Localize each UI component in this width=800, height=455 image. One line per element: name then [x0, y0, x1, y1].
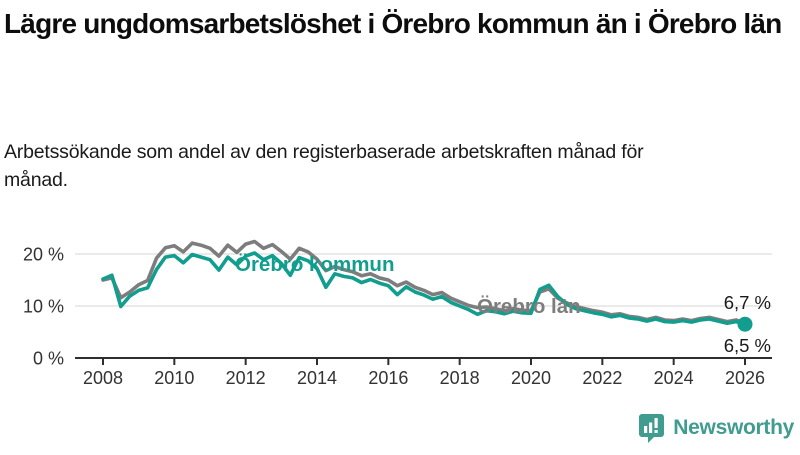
x-axis-ticks: 2008 2010 2012 2014 2016 2018 2020 2022 2024 2026: [83, 358, 765, 388]
page-title: Lägre ungdomsarbetslöshet i Örebro kommu…: [4, 8, 782, 39]
y-tick-label: 20 %: [23, 245, 64, 265]
x-tick-label: 2016: [368, 368, 408, 388]
series-line-kommun: [101, 251, 747, 327]
y-axis-labels: 0 % 10 % 20 %: [23, 245, 64, 369]
bar-chart-speech-bubble-icon: [639, 414, 665, 443]
y-tick-label: 10 %: [23, 297, 64, 317]
series-end-dot-kommun: [737, 316, 753, 332]
x-tick-label: 2024: [654, 368, 694, 388]
x-tick-label: 2008: [83, 368, 123, 388]
end-value-label-lan: 6,7 %: [724, 292, 771, 313]
series-label-lan: Örebro län: [477, 295, 581, 318]
newsworthy-logo-text: Newsworthy: [673, 416, 794, 439]
x-tick-label: 2018: [440, 368, 480, 388]
series-lines: [101, 239, 753, 332]
end-value-label-kommun: 6,5 %: [724, 335, 771, 356]
newsworthy-logo[interactable]: Newsworthy: [638, 413, 794, 443]
series-label-kommun: Örebro kommun: [235, 253, 394, 276]
y-tick-label: 0 %: [33, 349, 64, 369]
chart-subtitle: Arbetssökande som andel av den registerb…: [4, 141, 644, 192]
x-tick-label: 2020: [511, 368, 551, 388]
x-tick-label: 2010: [154, 368, 194, 388]
x-tick-label: 2012: [226, 368, 266, 388]
x-tick-label: 2022: [582, 368, 622, 388]
x-tick-label: 2014: [297, 368, 337, 388]
x-tick-label: 2026: [725, 368, 765, 388]
